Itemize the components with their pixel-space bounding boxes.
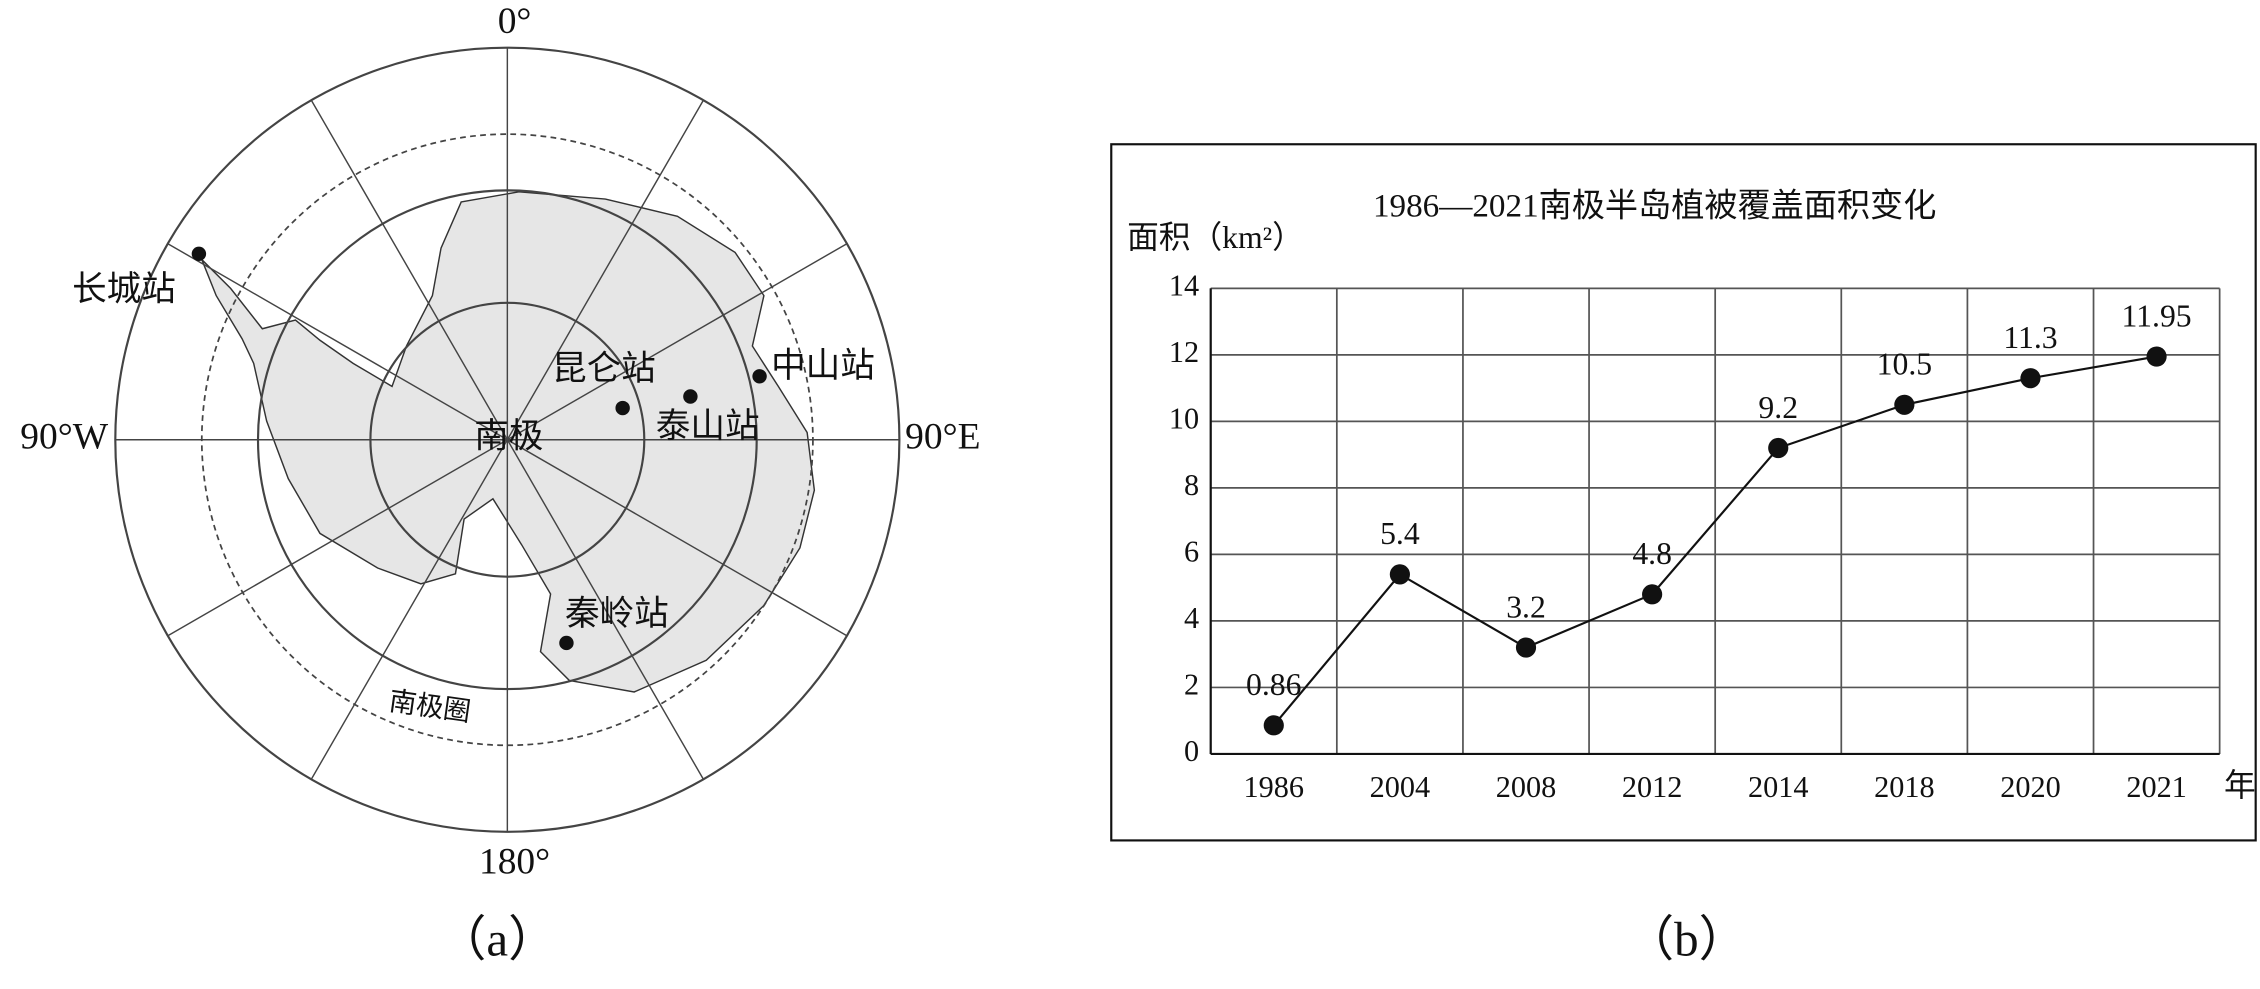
meridian-label: 0° <box>498 1 532 42</box>
meridian-label: 90°E <box>905 416 980 457</box>
y-tick-label: 12 <box>1169 335 1199 369</box>
chart-title: 1986—2021南极半岛植被覆盖面积变化 <box>1373 188 1936 225</box>
station-label: 昆仑站 <box>552 350 656 388</box>
station-label: 秦岭站 <box>565 595 669 633</box>
y-tick-label: 0 <box>1184 734 1199 768</box>
point <box>1894 394 1915 415</box>
x-tick-label: 2004 <box>1370 770 1431 804</box>
point <box>2146 346 2167 367</box>
y-tick-label: 8 <box>1184 468 1199 502</box>
x-axis-label: 年 <box>2224 768 2256 803</box>
station-label: 长城站 <box>72 271 176 309</box>
y-axis-label: 面积（km²） <box>1127 220 1304 255</box>
meridians <box>115 47 900 832</box>
y-tick-label: 2 <box>1184 667 1199 701</box>
y-tick-label: 14 <box>1169 268 1199 302</box>
x-tick-label: 2014 <box>1748 770 1809 804</box>
x-tick-label: 1986 <box>1244 770 1305 804</box>
station-label: 中山站 <box>771 347 875 385</box>
point <box>1263 715 1284 736</box>
x-tick-label: 2021 <box>2126 770 2187 804</box>
meridian-label: 180° <box>479 842 550 883</box>
point <box>1515 637 1537 658</box>
y-tick-label: 4 <box>1184 601 1199 635</box>
x-tick-label: 2018 <box>1874 770 1935 804</box>
x-tick-label: 2012 <box>1622 770 1683 804</box>
data-label: 4.8 <box>1632 536 1672 571</box>
data-label: 0.86 <box>1246 667 1301 702</box>
station-dot <box>615 400 630 416</box>
data-label: 3.2 <box>1506 589 1546 624</box>
station-dot <box>752 369 767 384</box>
station-dot <box>559 635 574 651</box>
meridian-line <box>310 99 704 780</box>
panel-label: （a） <box>437 911 557 966</box>
point <box>2020 368 2041 389</box>
station-dot <box>683 389 698 404</box>
x-tick-label: 2008 <box>1496 770 1557 804</box>
panel-label: （b） <box>1625 911 1748 966</box>
x-tick-label: 2020 <box>2000 770 2060 804</box>
pole-label: 南极 <box>474 418 543 456</box>
chart-frame <box>1110 143 2257 842</box>
data-label: 10.5 <box>1877 347 1932 382</box>
data-label: 11.3 <box>2003 320 2057 355</box>
station-dot <box>191 246 207 262</box>
map <box>114 46 901 833</box>
y-tick-label: 6 <box>1184 534 1199 568</box>
point <box>1768 437 1789 459</box>
data-label: 5.4 <box>1380 516 1420 551</box>
line <box>1272 355 2157 727</box>
meridian-label: 90°W <box>20 416 108 457</box>
data-label: 9.2 <box>1758 390 1798 425</box>
circle-label: 南极圈 <box>387 686 473 727</box>
y-tick-label: 10 <box>1169 401 1199 435</box>
point <box>1642 584 1663 605</box>
point <box>1389 564 1410 585</box>
data-label: 11.95 <box>2122 298 2192 333</box>
station-label: 泰山站 <box>656 408 760 446</box>
